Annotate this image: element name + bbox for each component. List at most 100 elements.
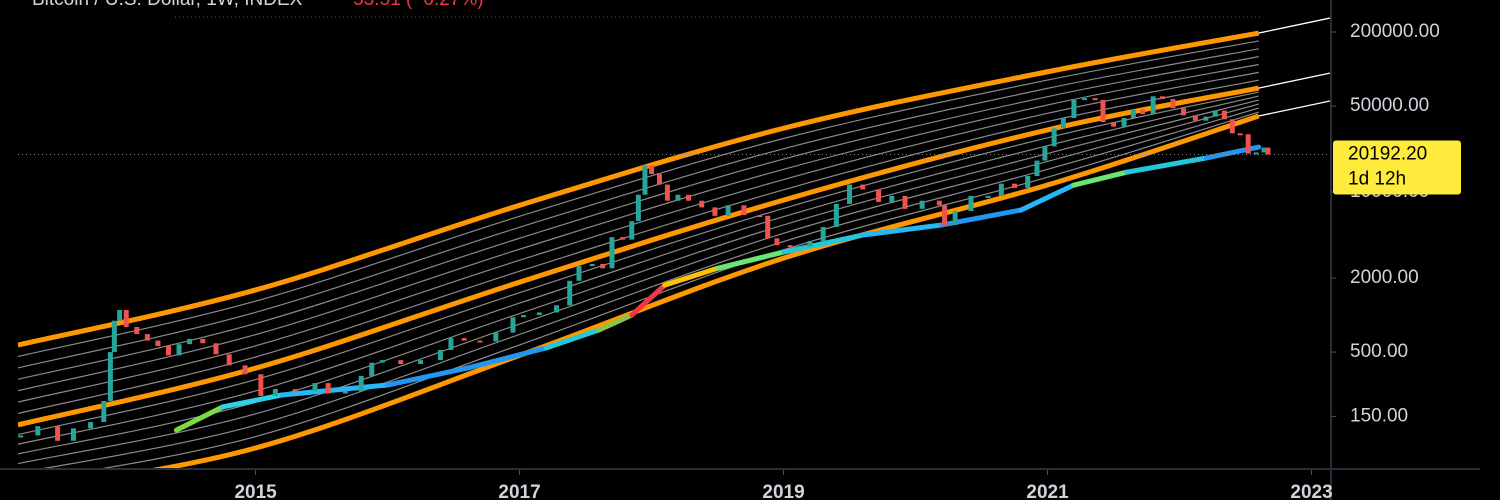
x-tick-label: 2015 (234, 482, 277, 500)
fan-line (18, 103, 1259, 465)
candle (70, 428, 76, 441)
candle (1111, 122, 1117, 127)
candle (398, 360, 404, 365)
y-tick-label: 150.00 (1350, 405, 1408, 426)
candle (765, 215, 771, 239)
band-line (152, 113, 1260, 468)
candle (1140, 109, 1146, 115)
x-tick-label: 2021 (1026, 482, 1069, 500)
candle (725, 205, 731, 216)
candle (35, 426, 41, 436)
candle (437, 349, 443, 361)
candle (675, 194, 681, 201)
candle (889, 195, 895, 202)
candle (1221, 110, 1227, 120)
candle (686, 194, 692, 201)
fan-line (18, 99, 1259, 455)
price-change: −53.51 (−0.27%) (342, 0, 484, 10)
last-price-label: 20192.20 (1348, 144, 1427, 165)
fan-line (18, 71, 1259, 403)
candle (107, 352, 113, 402)
candle (1261, 147, 1267, 153)
candle (448, 338, 454, 350)
candle (1203, 116, 1209, 121)
x-tick-label: 2019 (762, 482, 804, 500)
chart-title: Bitcoin / U.S. Dollar, 1W, INDEX (32, 0, 303, 10)
candle (609, 237, 615, 269)
candle (342, 391, 348, 394)
candle (642, 165, 648, 195)
moving-average-segment (1018, 182, 1077, 213)
moving-average-segment (464, 345, 549, 371)
moving-average-segment (596, 312, 635, 333)
moving-average-segment (279, 382, 391, 398)
candle (741, 205, 747, 216)
candle (554, 305, 560, 313)
candle (712, 207, 718, 216)
candle (155, 340, 161, 347)
candle (1180, 108, 1186, 116)
y-tick-label: 500.00 (1350, 341, 1408, 362)
candle (1212, 110, 1218, 117)
candle (176, 344, 182, 356)
moving-average-segment (220, 392, 285, 410)
candle (521, 315, 527, 318)
fan-line (18, 91, 1259, 436)
moving-average-segment (1071, 169, 1130, 188)
candle (200, 338, 206, 344)
candle (292, 389, 298, 392)
candle (134, 326, 140, 335)
candle (774, 238, 780, 246)
candle (985, 195, 991, 198)
y-tick-label: 50000.00 (1350, 95, 1429, 116)
candle (1051, 128, 1057, 147)
candle (942, 205, 948, 225)
candle (807, 240, 813, 247)
x-tick-label: 2023 (1290, 482, 1332, 500)
candle (589, 264, 595, 267)
y-tick-label: 2000.00 (1350, 267, 1419, 288)
axes: 150.00500.002000.0010000.0050000.0020000… (234, 21, 1439, 500)
band-extension (1258, 100, 1331, 117)
moving-average-segment (543, 327, 602, 351)
moving-average-segment (860, 222, 945, 238)
candle (919, 200, 925, 209)
candle (1192, 115, 1198, 121)
candle (952, 211, 958, 225)
moving-average-segment (781, 232, 866, 255)
fan-line (43, 107, 1259, 468)
moving-average-segment (629, 282, 668, 318)
candle (1130, 109, 1136, 118)
candle (1081, 98, 1087, 101)
candle (1265, 147, 1271, 155)
candle (1034, 160, 1040, 177)
candle (833, 203, 839, 227)
candle (418, 360, 424, 365)
candle (649, 165, 655, 175)
candle (461, 338, 467, 341)
candle (187, 338, 193, 345)
candle (664, 184, 670, 201)
candle (1245, 134, 1251, 154)
candle (88, 422, 94, 429)
candle (165, 346, 171, 356)
candle (144, 334, 150, 341)
candle (226, 354, 232, 366)
candle (1159, 96, 1165, 100)
candle (312, 383, 318, 392)
candle (1012, 183, 1018, 188)
candle (536, 312, 542, 316)
candle (242, 365, 248, 375)
candle (55, 426, 61, 441)
candle (567, 280, 573, 306)
moving-average-segment (662, 265, 721, 288)
candle (902, 195, 908, 209)
moving-average-segment (173, 404, 226, 433)
candle (272, 389, 278, 396)
candle (1071, 99, 1077, 118)
y-tick-label: 200000.00 (1350, 21, 1440, 42)
candle (876, 189, 882, 202)
moving-average-segment (1124, 155, 1209, 175)
candle (358, 375, 364, 392)
